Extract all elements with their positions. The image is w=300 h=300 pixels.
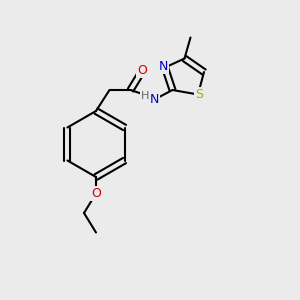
Text: O: O (91, 187, 101, 200)
Text: N: N (150, 92, 159, 106)
Text: N: N (159, 59, 168, 73)
Text: S: S (196, 88, 203, 101)
Text: H: H (141, 91, 150, 101)
Text: O: O (138, 64, 147, 77)
